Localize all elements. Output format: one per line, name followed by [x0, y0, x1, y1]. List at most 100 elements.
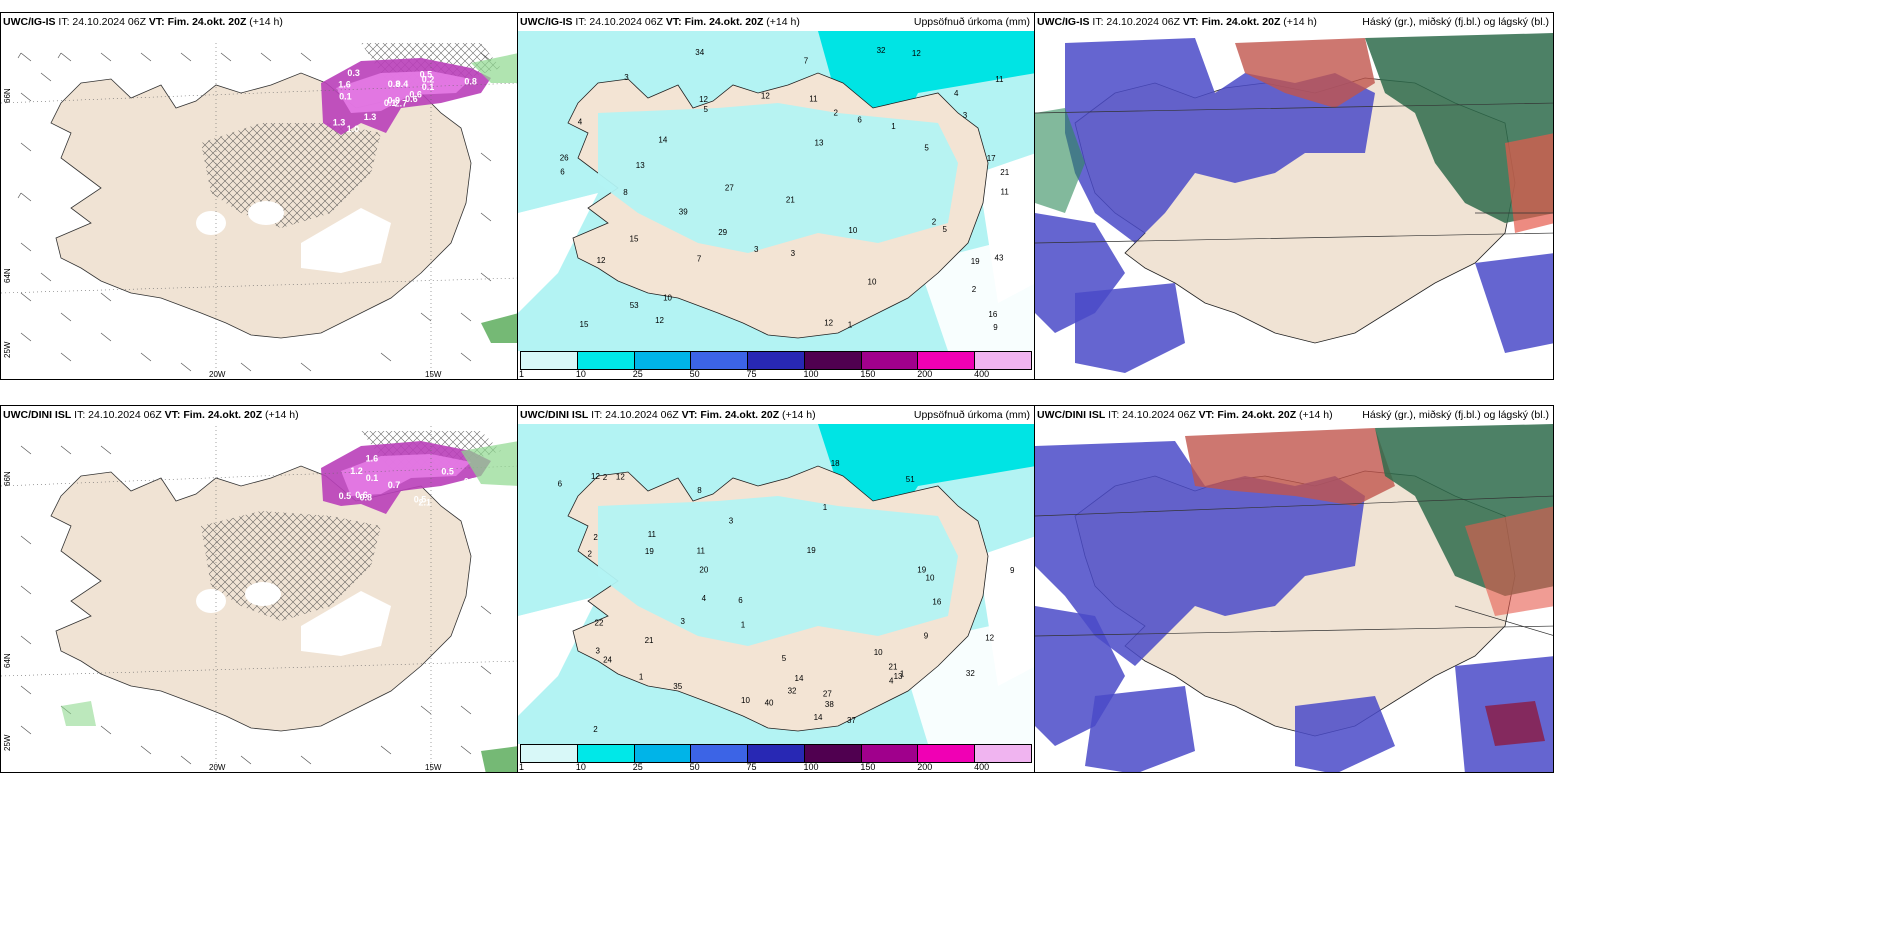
colorbar-tick-label: 10 — [575, 369, 586, 379]
model-name: UWC/DINI ISL — [1037, 409, 1106, 421]
lat-label-66n: 66N — [3, 88, 12, 103]
map-value-label: 10 — [848, 226, 857, 235]
panel-header: UWC/IG-IS IT: 24.10.2024 06Z VT: Fim. 24… — [520, 16, 1030, 30]
panel-header: UWC/IG-IS IT: 24.10.2024 06Z VT: Fim. 24… — [1037, 16, 1549, 30]
map-value-label: 0.6 — [409, 90, 422, 100]
map-value-label: 20 — [699, 566, 708, 575]
map-value-label: 18 — [831, 459, 840, 468]
map-value-label: 32 — [966, 669, 975, 678]
colorbar-tick-label: 200 — [917, 762, 933, 772]
map-value-label: 4 — [578, 117, 583, 126]
map-value-label: 2 — [932, 218, 937, 227]
map-value-label: 5 — [924, 144, 929, 153]
map-value-label: 13 — [815, 138, 824, 147]
map-value-label: 1.3 — [364, 112, 377, 122]
colorbar-segment — [691, 352, 749, 369]
map-value-label: 0.2 — [422, 75, 435, 85]
init-time: IT: 24.10.2024 06Z — [1108, 409, 1196, 421]
map-value-label: 19 — [917, 565, 926, 574]
colorbar-bar — [520, 351, 1032, 370]
map-value-label: 3 — [754, 245, 759, 254]
precip-map: 5176212743293219414557122139263412161153… — [518, 31, 1034, 351]
map-value-label: 19 — [971, 257, 980, 266]
colorbar-segment — [804, 745, 862, 762]
map-value-label: 15 — [630, 235, 639, 244]
map-value-label: 27 — [823, 689, 832, 698]
map-value-label: 21 — [1000, 168, 1009, 177]
lead-time: (+14 h) — [249, 16, 283, 28]
map-value-label: 5 — [704, 105, 709, 114]
colorbar-segment — [861, 352, 919, 369]
map-value-label: 35 — [673, 682, 682, 691]
map-value-label: 12 — [985, 634, 994, 643]
field-title: Uppsöfnuð úrkoma (mm) — [913, 16, 1030, 28]
init-time: IT: 24.10.2024 06Z — [58, 16, 146, 28]
map-value-label: 21 — [645, 636, 654, 645]
field-title: Háský (gr.), miðský (fj.bl.) og lágský (… — [1362, 16, 1549, 28]
map-value-label: 10 — [874, 648, 883, 657]
colorbar-tick-label: 1 — [519, 762, 525, 772]
colorbar-segment — [634, 352, 692, 369]
map-value-label: 19 — [807, 546, 816, 555]
map-value-label: 2 — [972, 285, 977, 294]
map-value-label: 3 — [681, 617, 686, 626]
colorbar-segment — [691, 745, 749, 762]
map-value-label: 2.1 — [419, 498, 432, 508]
valid-time: VT: Fim. 24.okt. 20Z — [1198, 409, 1297, 421]
map-value-label: 3 — [624, 73, 629, 82]
lead-time: (+14 h) — [1283, 16, 1317, 28]
map-value-label: 17 — [987, 154, 996, 163]
map-value-label: 0.7 — [388, 480, 401, 490]
wind-barbs — [17, 52, 492, 372]
map-value-label: 0.5 — [441, 467, 454, 477]
colorbar-tick-label: 75 — [746, 762, 757, 772]
map-value-label: 21 — [786, 196, 795, 205]
lon-label-15w: 15W — [425, 763, 442, 772]
map-value-label: 12 — [591, 472, 600, 481]
lon-label-20w: 20W — [209, 370, 226, 379]
map-value-label: 40 — [765, 698, 774, 707]
init-time: IT: 24.10.2024 06Z — [74, 409, 162, 421]
precip-map: 1014196924322219112132403751382113121012… — [518, 424, 1034, 744]
snow-wind-map: 2.1 1.6 0.6 1.2 0.5 0.5 0.7 0.1 0.7 0.8 0.5 — [1, 406, 517, 772]
map-value-label: 6 — [738, 596, 743, 605]
lead-time: (+14 h) — [1299, 409, 1333, 421]
colorbar-tick-label: 150 — [860, 762, 876, 772]
colorbar-tick-label: 10 — [575, 762, 586, 772]
map-value-label: 13 — [894, 672, 903, 681]
colorbar-tick-label: 400 — [974, 369, 990, 379]
colorbar-segment — [918, 352, 976, 369]
map-value-label: 7 — [697, 255, 702, 264]
map-value-label: 51 — [906, 475, 915, 484]
map-value-label: 10 — [868, 278, 877, 287]
lead-time: (+14 h) — [782, 409, 816, 421]
colorbar-tick-label: 50 — [689, 762, 700, 772]
map-value-label: 5 — [943, 225, 948, 234]
model-name: UWC/DINI ISL — [520, 409, 589, 421]
map-value-label: 7 — [804, 57, 809, 66]
map-value-label: 37 — [847, 716, 856, 725]
map-value-label: 16 — [988, 310, 997, 319]
cloud-map — [1035, 424, 1553, 772]
map-value-label: 1.2 — [350, 466, 363, 476]
map-value-label: 3 — [596, 647, 601, 656]
map-value-label: 1 — [848, 321, 853, 330]
map-value-label: 1.6 — [338, 80, 351, 90]
init-time: IT: 24.10.2024 06Z — [1092, 16, 1180, 28]
map-value-label: 12 — [912, 49, 921, 58]
init-time: IT: 24.10.2024 06Z — [591, 409, 679, 421]
map-value-label: 10 — [741, 696, 750, 705]
panel-header: UWC/DINI ISL IT: 24.10.2024 06Z VT: Fim.… — [520, 409, 1030, 423]
map-value-label: 1.0 — [347, 124, 360, 134]
map-value-label: 9 — [993, 323, 998, 332]
map-value-label: 1 — [639, 672, 644, 681]
map-value-label: 0.1 — [384, 98, 397, 108]
valid-time: VT: Fim. 24.okt. 20Z — [148, 16, 247, 28]
colorbar-segment — [521, 352, 578, 369]
map-value-label: 12 — [824, 319, 833, 328]
map-value-label: 16 — [932, 597, 941, 606]
map-value-label: 12 — [699, 95, 708, 104]
map-value-label: 0.5 — [420, 70, 433, 80]
map-value-label: 9 — [924, 631, 929, 640]
map-value-label: 24 — [603, 655, 612, 664]
